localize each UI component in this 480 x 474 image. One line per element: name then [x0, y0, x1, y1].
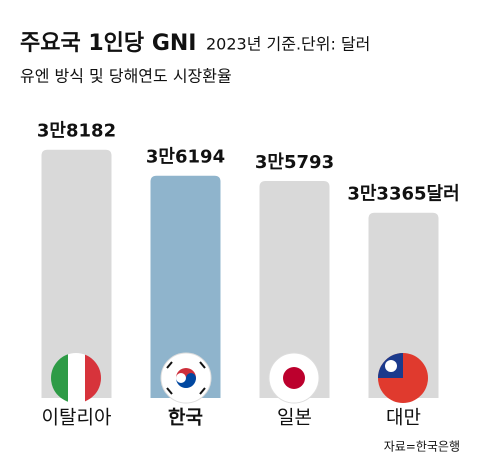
flag-taiwan	[378, 353, 428, 403]
x-tick-label: 일본	[277, 407, 312, 429]
flags	[51, 352, 428, 404]
x-tick-label: 대만	[386, 407, 421, 429]
x-tick-label: 한국	[168, 407, 203, 429]
bar	[259, 180, 330, 398]
bar	[41, 149, 112, 398]
value-label: 3만6194	[146, 147, 225, 168]
bar	[150, 175, 221, 398]
flag-italy	[51, 353, 101, 403]
chart-subtitle: 2023년 기준.단위: 달러	[206, 35, 370, 54]
source: 자료=한국은행	[384, 439, 460, 454]
value-label: 3만8182	[37, 121, 116, 142]
value-label: 3만3365달러	[347, 184, 459, 205]
flag-japan	[268, 352, 320, 404]
chart-title: 주요국 1인당 GNI	[20, 31, 196, 56]
chart-note: 유엔 방식 및 당해연도 시장환율	[20, 67, 232, 86]
x-tick-label: 이탈리아	[42, 407, 112, 429]
value-label: 3만5793	[255, 152, 334, 173]
bar	[368, 212, 439, 398]
plot	[41, 149, 439, 398]
flag-korea	[160, 352, 212, 404]
